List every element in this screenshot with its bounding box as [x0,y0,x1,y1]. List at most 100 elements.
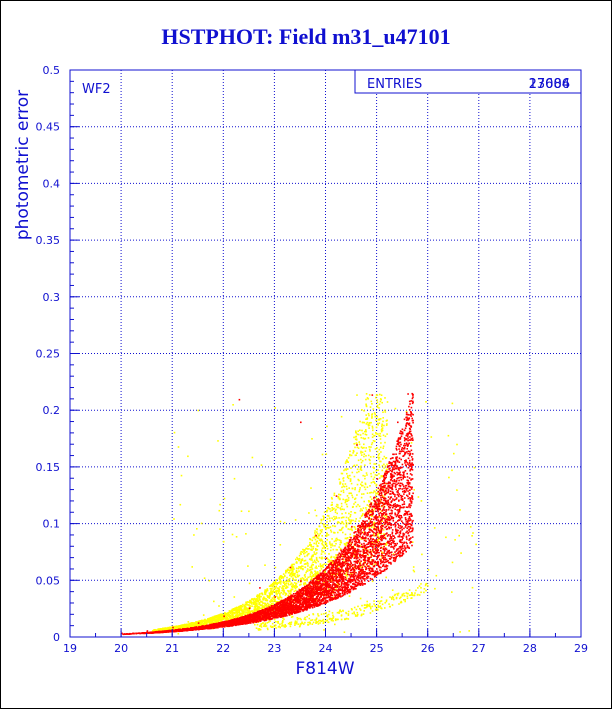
yellow-point [417,496,420,498]
yellow-point [364,450,367,452]
red-point [380,535,382,537]
yellow-point [349,450,351,453]
yellow-point [306,570,308,572]
yellow-point [316,573,319,576]
red-point [348,579,351,582]
yellow-point [327,507,329,509]
yellow-point [364,604,366,606]
red-point [345,567,347,570]
yellow-point [315,514,318,517]
yellow-point [276,595,278,598]
yellow-point [371,415,373,418]
yellow-point [204,619,206,622]
yellow-point [380,442,382,444]
yellow-point [453,452,455,455]
yellow-point [291,563,293,566]
yellow-point [347,477,350,480]
yellow-point [417,587,419,589]
yellow-point [203,577,206,579]
yellow-point [238,615,241,617]
yellow-point [365,418,367,420]
red-point [319,580,321,583]
yellow-point [311,577,313,579]
yellow-point [390,597,393,599]
yellow-point [210,619,212,621]
yellow-point [331,538,333,540]
yellow-point [345,573,347,575]
yellow-point [240,614,242,617]
red-point [392,560,395,562]
yellow-point [326,524,329,526]
yellow-point [341,512,343,515]
yellow-point [314,532,316,534]
yellow-point [362,531,365,533]
red-point [412,413,414,416]
yellow-point [219,618,221,620]
red-point [308,582,311,584]
yellow-point [287,582,289,585]
yellow-point [338,478,341,481]
red-point [320,577,322,580]
yellow-point [342,498,344,501]
yellow-point [356,611,359,614]
yellow-point [376,401,379,403]
yellow-point [241,612,244,615]
yellow-point [349,533,352,536]
yellow-point [350,522,352,525]
yellow-point [350,519,353,521]
yellow-point [356,433,359,436]
yellow-point [346,495,349,497]
yellow-point [214,617,216,619]
yellow-point [245,533,247,535]
red-point [373,564,376,567]
yellow-point [459,631,461,633]
yellow-point [331,509,333,511]
yellow-point [359,487,361,489]
red-point [383,517,386,520]
yellow-point [375,488,378,491]
yellow-point [335,540,337,542]
yellow-point [346,476,349,478]
yellow-point [240,613,242,615]
red-point [395,457,397,460]
yellow-point [315,565,317,568]
red-point [407,526,410,528]
yellow-point [369,606,372,608]
yellow-point [272,583,275,586]
yellow-point [294,624,296,626]
yellow-point [282,619,284,622]
red-point [394,493,396,496]
yellow-point [332,614,334,617]
yellow-point [314,561,316,563]
yellow-point [367,398,369,400]
yellow-point [374,542,376,544]
red-point [368,565,370,567]
yellow-point [371,425,374,428]
red-point [403,514,405,516]
yellow-point [269,585,272,587]
yellow-point [275,579,278,581]
red-point [390,542,393,544]
yellow-point [355,551,358,553]
yellow-point [281,576,284,578]
yellow-point [338,517,340,519]
yellow-point [216,617,218,620]
yellow-point [360,515,363,517]
yellow-point [404,599,406,601]
yellow-point [369,612,372,614]
yellow-point [243,611,245,614]
yellow-point [376,406,379,408]
yellow-point [283,521,286,524]
yellow-point [353,503,355,505]
yellow-point [289,625,292,628]
yellow-point [320,519,323,522]
yellow-point [298,554,301,557]
yellow-point [371,433,374,436]
red-point [408,424,411,426]
yellow-point [315,571,317,573]
yellow-point [214,618,216,620]
yellow-point [341,527,343,530]
yellow-point [370,607,372,610]
red-point [406,445,409,447]
yellow-point [258,598,261,601]
